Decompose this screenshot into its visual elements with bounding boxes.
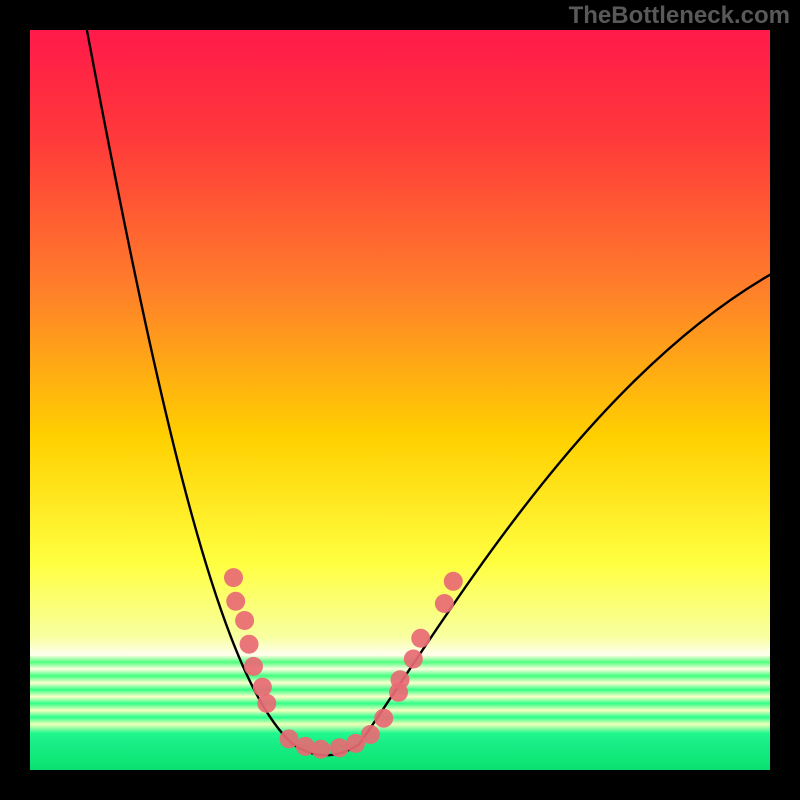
marker-dot [240, 635, 259, 654]
marker-dot [435, 594, 454, 613]
gradient-background [30, 30, 770, 770]
plot-area [30, 30, 770, 770]
marker-dot [224, 568, 243, 587]
marker-dot [311, 740, 330, 759]
marker-dot [235, 611, 254, 630]
marker-dot [444, 572, 463, 591]
marker-dot [404, 650, 423, 669]
marker-dot [330, 738, 349, 757]
marker-dot [226, 592, 245, 611]
marker-dot [411, 629, 430, 648]
marker-dot [280, 729, 299, 748]
marker-dot [253, 678, 272, 697]
marker-dot [391, 670, 410, 689]
marker-dot [361, 725, 380, 744]
marker-dot [257, 694, 276, 713]
watermark: TheBottleneck.com [569, 2, 790, 30]
marker-dot [374, 709, 393, 728]
marker-dot [244, 657, 263, 676]
chart-frame: TheBottleneck.com [0, 0, 800, 800]
